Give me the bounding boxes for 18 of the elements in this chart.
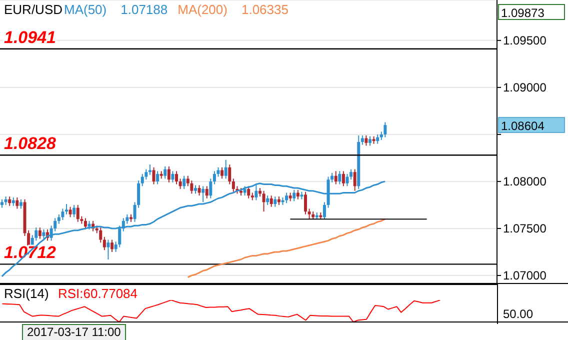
annotation: 1.07188	[120, 2, 168, 17]
y-tick-label: 1.09500	[503, 34, 547, 48]
annotation: 50.00	[503, 306, 534, 322]
text: 1.08604	[498, 117, 565, 134]
text: MA(200)	[178, 2, 228, 17]
ref-line-label: 1.0828	[4, 134, 57, 154]
text: 1.09873	[498, 4, 565, 20]
y-tick-label: 1.08000	[503, 174, 547, 189]
y-tick-label: 1.07500	[503, 222, 547, 236]
text: MA(50)	[64, 2, 107, 17]
chart-title: RSI(14)	[4, 286, 49, 301]
annotation: 1.06335	[241, 2, 288, 17]
ref-line-label: 1.0941	[4, 28, 56, 47]
text: 2017-03-17 11:00	[22, 324, 126, 340]
chart-title: EUR/USD	[4, 2, 63, 17]
y-tick-label: 1.07000	[503, 268, 547, 283]
series-label: RSI:60.77084	[58, 286, 138, 301]
y-tick-label: 1.09000	[503, 80, 547, 95]
